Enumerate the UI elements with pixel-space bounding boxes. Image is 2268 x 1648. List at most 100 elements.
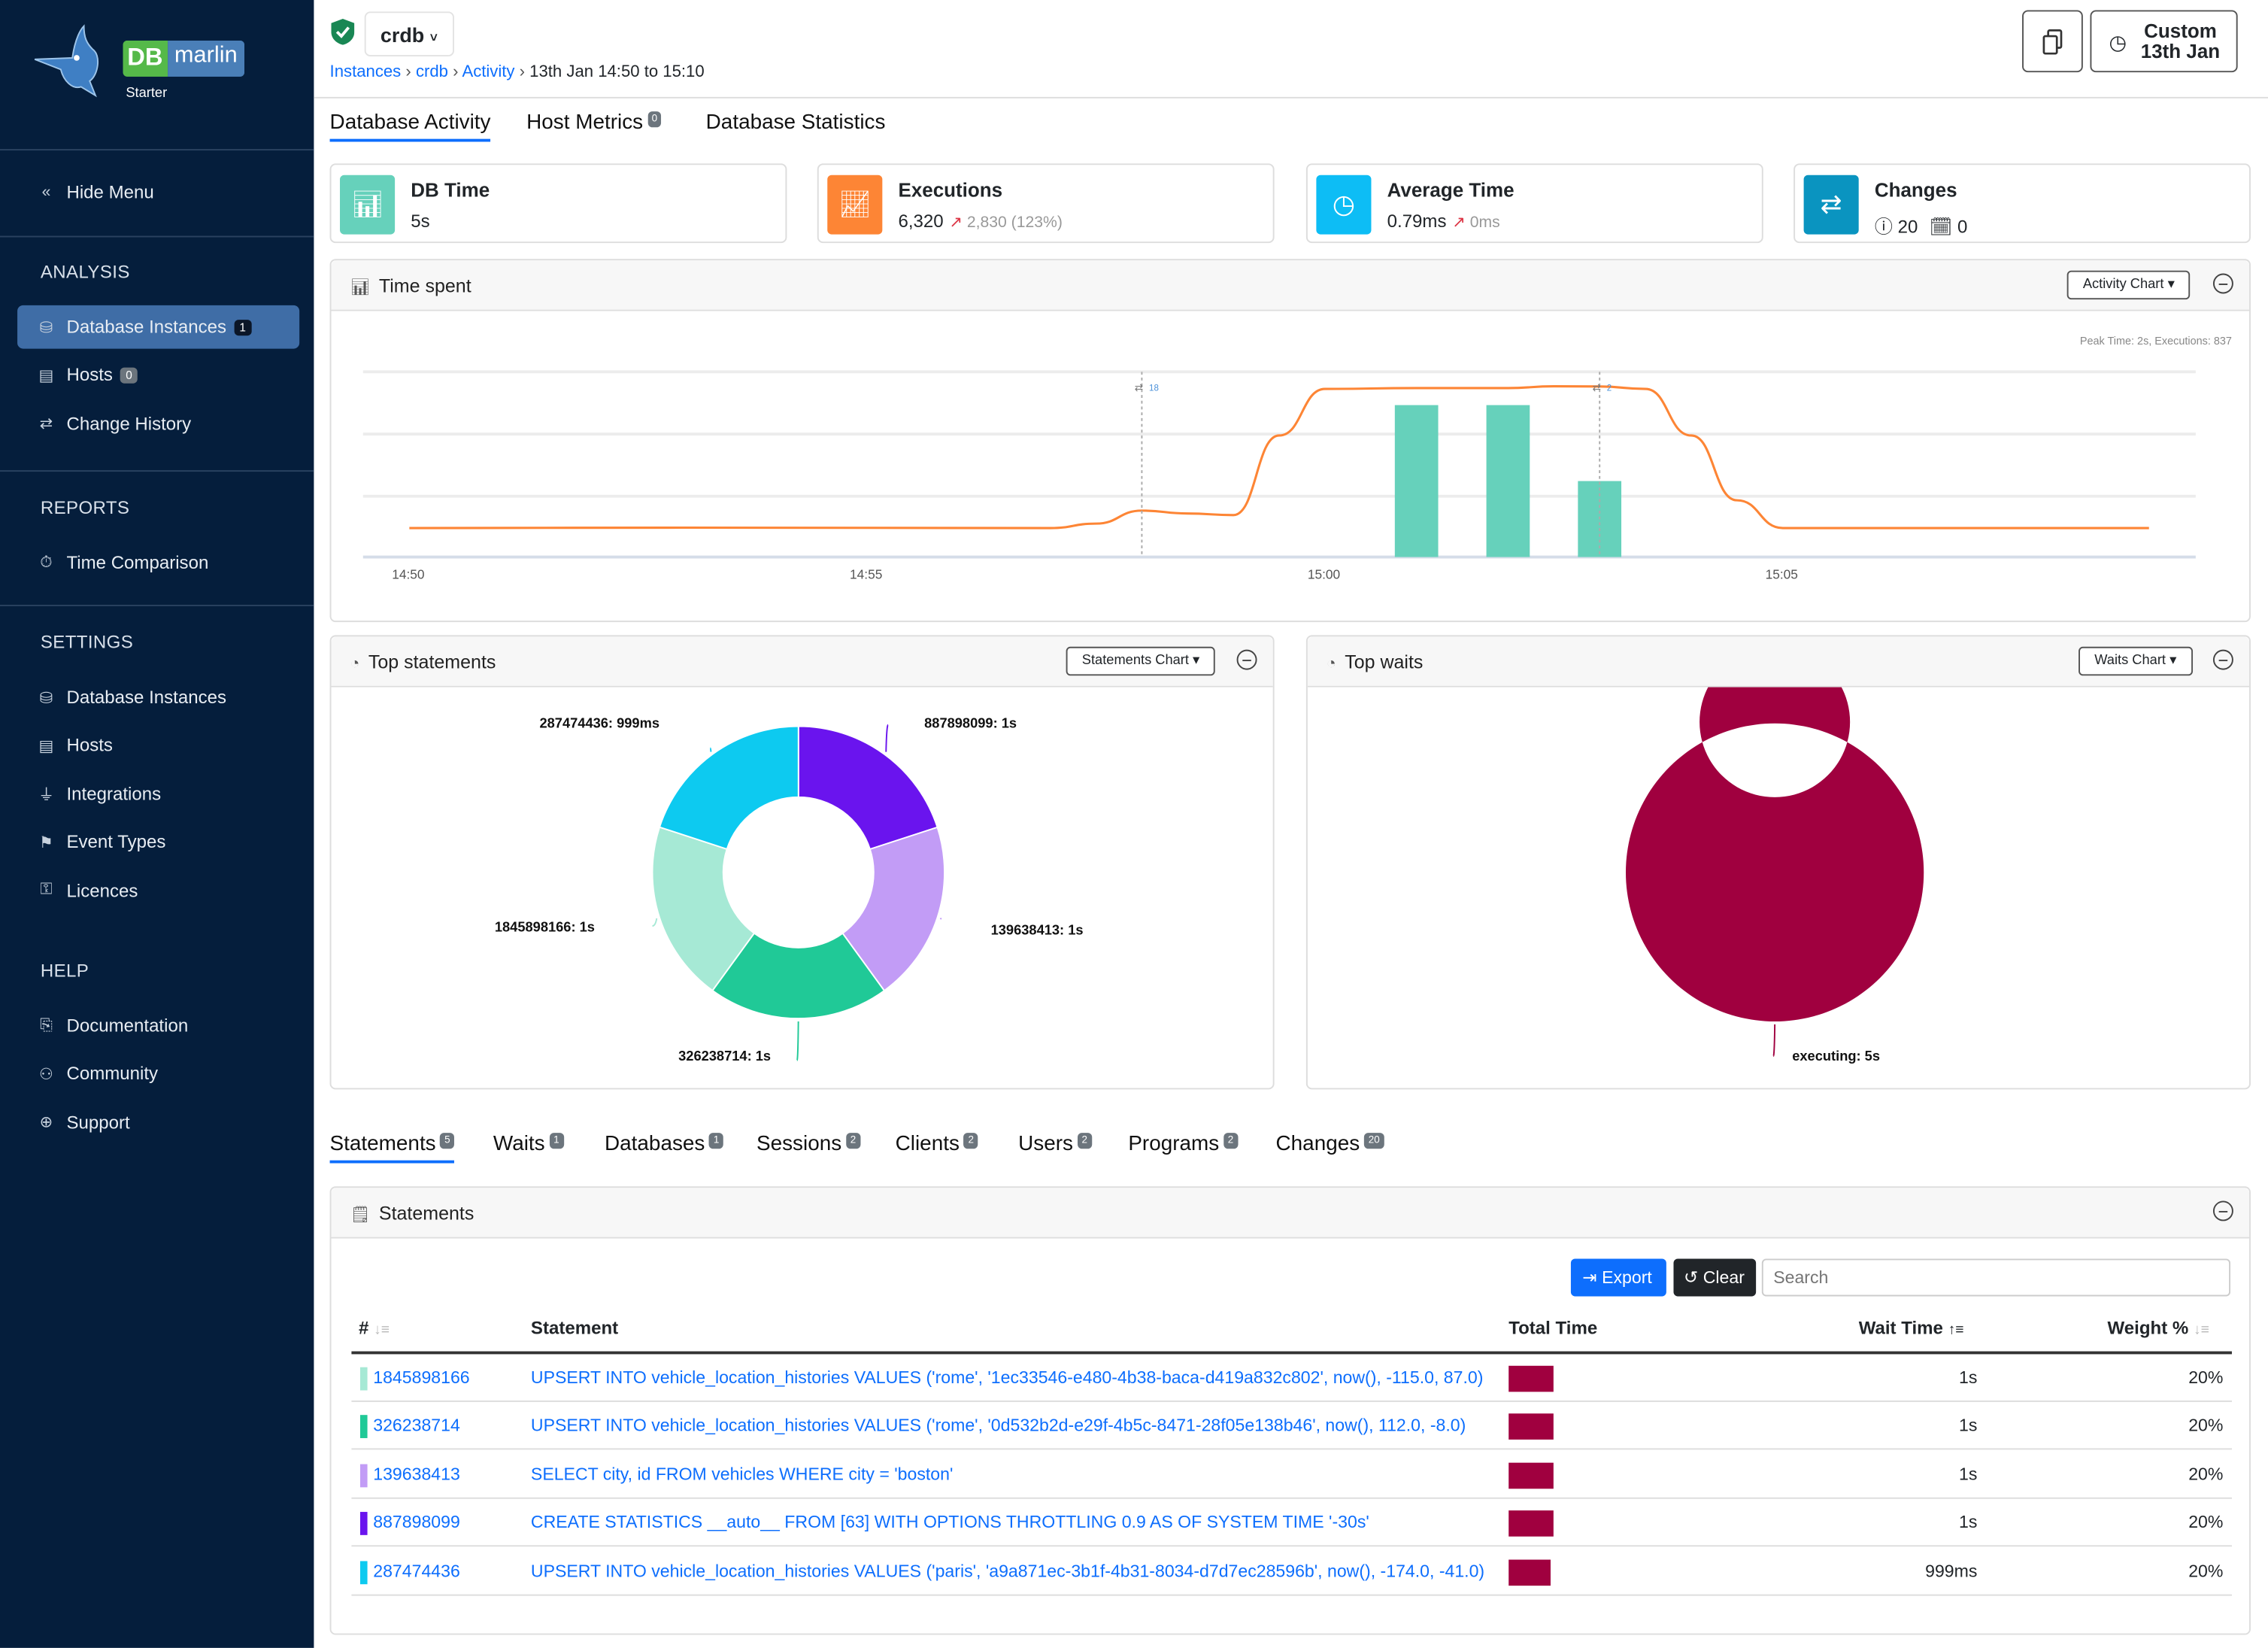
statement-text-link[interactable]: CREATE STATISTICS __auto__ FROM [63] WIT…: [531, 1512, 1369, 1532]
hide-menu-button[interactable]: «Hide Menu: [17, 171, 299, 214]
breadcrumb-instances[interactable]: Instances: [330, 64, 402, 81]
statement-text-link[interactable]: UPSERT INTO vehicle_location_histories V…: [531, 1561, 1484, 1581]
x-tick-label: 14:50: [392, 566, 424, 581]
sidebar-item-licences[interactable]: ⚿Licences: [17, 869, 299, 912]
chevron-down-icon: ˅: [430, 30, 438, 44]
export-button[interactable]: ⇥ Export: [1571, 1258, 1666, 1296]
sidebar-item-change-history[interactable]: ⇄Change History: [17, 402, 299, 445]
arrows-swap-icon: ⇄: [1804, 175, 1859, 235]
server-icon: ▤: [38, 736, 55, 755]
statement-text-link[interactable]: UPSERT INTO vehicle_location_histories V…: [531, 1416, 1466, 1436]
hide-menu-label: Hide Menu: [66, 182, 153, 202]
sidebar-item-integrations[interactable]: ⏚Integrations: [17, 772, 299, 816]
tab-label: Sessions: [757, 1133, 841, 1156]
column-header-total-time[interactable]: Total Time: [1508, 1318, 1597, 1338]
calendar-icon: 🗓︎: [1930, 217, 1957, 238]
statements-chart-label: Statements Chart: [1082, 652, 1189, 668]
statement-text-link[interactable]: SELECT city, id FROM vehicles WHERE city…: [531, 1464, 953, 1484]
donut-slice: [659, 727, 799, 849]
statement-id-link[interactable]: 326238714: [373, 1416, 460, 1436]
statement-id-link[interactable]: 287474436: [373, 1561, 460, 1581]
sidebar-item-event-types[interactable]: ⚑Event Types: [17, 821, 299, 864]
column-header-id[interactable]: # ↓≡: [359, 1318, 390, 1338]
table-row[interactable]: 139638413 SELECT city, id FROM vehicles W…: [351, 1451, 2232, 1498]
x-tick-label: 14:55: [850, 566, 882, 581]
tab-label: Database Activity: [330, 111, 491, 135]
statements-chart-dropdown[interactable]: Statements Chart ▾: [1066, 647, 1216, 675]
time-range-button[interactable]: ◷ Custom 13th Jan: [2090, 10, 2237, 72]
tab-label: Clients: [896, 1133, 960, 1156]
tab-database-statistics[interactable]: Database Statistics: [706, 111, 886, 135]
kpi-delta: 2,830 (123%): [967, 214, 1063, 232]
statement-id-link[interactable]: 139638413: [373, 1464, 460, 1484]
brand-edition: Starter: [126, 85, 167, 101]
sidebar-item-documentation[interactable]: ⎘Documentation: [17, 1004, 299, 1048]
top-statements-donut: [331, 687, 1275, 1090]
activity-chart-dropdown[interactable]: Activity Chart ▾: [2067, 271, 2191, 299]
sort-icon: ↓≡: [374, 1322, 390, 1338]
kpi-delta: 0ms: [1470, 214, 1500, 232]
count-badge: 1: [709, 1133, 723, 1149]
sidebar-item-support[interactable]: ⊕Support: [17, 1100, 299, 1144]
event-icon: ⚑: [38, 833, 55, 851]
time-bar: [1487, 405, 1530, 557]
clear-button[interactable]: ↺ Clear: [1673, 1258, 1756, 1296]
table-row[interactable]: 887898099 CREATE STATISTICS __auto__ FROM…: [351, 1499, 2232, 1546]
table-row[interactable]: 287474436 UPSERT INTO vehicle_location_hi…: [351, 1547, 2232, 1595]
range-date: 13th Jan: [2141, 42, 2220, 62]
sidebar-item-label: Database Instances: [66, 317, 226, 337]
total-time-bar: [1508, 1414, 1554, 1440]
arrow-up-right-icon: ↗: [1452, 214, 1466, 232]
count-badge: 2: [1078, 1133, 1092, 1149]
copy-button[interactable]: [2022, 10, 2083, 72]
breadcrumb-current: 13th Jan 14:50 to 15:10: [529, 64, 704, 81]
collapse-icon[interactable]: [1237, 650, 1257, 670]
breadcrumb-crdb[interactable]: crdb: [416, 64, 448, 81]
sidebar-item-community[interactable]: ⚇Community: [17, 1052, 299, 1096]
total-time-bar: [1508, 1462, 1554, 1489]
collapse-icon[interactable]: [2213, 1201, 2233, 1222]
sidebar-item-hosts[interactable]: ▤Hosts: [17, 724, 299, 768]
info-icon: ⓘ: [1875, 217, 1898, 238]
breadcrumb-activity[interactable]: Activity: [462, 64, 514, 81]
top-statements-panel: ◔Top statements Statements Chart ▾ 88789…: [330, 635, 1275, 1089]
column-header-weight[interactable]: Weight % ↓≡: [2108, 1318, 2209, 1338]
sidebar-item-database-instances[interactable]: ⛁Database Instances: [17, 675, 299, 719]
bar-chart-icon: 📊︎: [340, 175, 395, 235]
collapse-icon[interactable]: [2213, 274, 2233, 294]
column-header-wait-time[interactable]: Wait Time ↑≡: [1859, 1318, 1964, 1338]
tab-database-activity[interactable]: Database Activity: [330, 111, 491, 135]
changes-count: 20: [1898, 217, 1918, 238]
sidebar-item-time-comparison[interactable]: ⏱Time Comparison: [17, 541, 299, 584]
waits-chart-dropdown[interactable]: Waits Chart ▾: [2078, 647, 2192, 675]
table-row[interactable]: 1845898166 UPSERT INTO vehicle_location_h…: [351, 1354, 2232, 1401]
slice-label: 287474436: 999ms: [539, 716, 659, 732]
instance-dropdown[interactable]: crdb ˅: [365, 11, 454, 56]
tab-label: Databases: [605, 1133, 705, 1156]
trend-up-icon: 📈︎: [827, 175, 882, 235]
globe-icon: ⊕: [38, 1113, 55, 1132]
collapse-icon[interactable]: [2213, 650, 2233, 670]
statement-text-link[interactable]: UPSERT INTO vehicle_location_histories V…: [531, 1367, 1484, 1388]
statement-id-link[interactable]: 887898099: [373, 1512, 460, 1532]
column-header-statement[interactable]: Statement: [531, 1318, 618, 1338]
weight-percent: 20%: [2188, 1367, 2223, 1388]
tab-label: Programs: [1128, 1133, 1219, 1156]
tab-label: Changes: [1276, 1133, 1360, 1156]
top-waits-donut: [1308, 687, 2252, 1090]
search-input[interactable]: [1762, 1258, 2230, 1296]
table-row[interactable]: 326238714 UPSERT INTO vehicle_location_hi…: [351, 1403, 2232, 1450]
statement-id-link[interactable]: 1845898166: [373, 1367, 469, 1388]
